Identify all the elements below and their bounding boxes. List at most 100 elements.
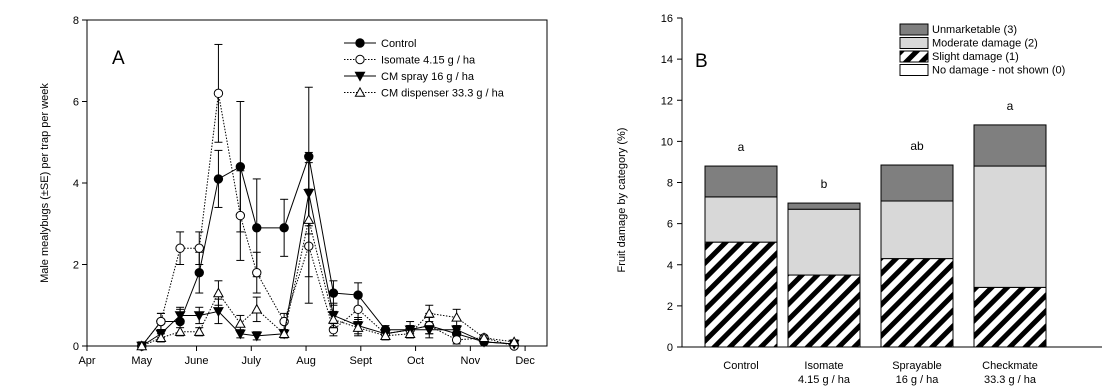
data-point (193, 311, 205, 322)
y-tick-label: 0 (667, 342, 673, 354)
x-tick-label: Oct (407, 355, 424, 367)
x-category-label: Isomate (804, 360, 843, 372)
data-point (213, 88, 224, 99)
panel-b-y-axis-label: Fruit damage by category (%) (616, 128, 628, 273)
data-point (354, 86, 366, 97)
x-category-label: 33.3 g / ha (984, 374, 1037, 386)
legend-swatch (899, 23, 929, 36)
x-tick-label: Dec (515, 355, 535, 367)
y-tick-label: 0 (73, 341, 79, 353)
data-point (213, 174, 224, 184)
x-tick-label: Apr (78, 355, 95, 367)
bar-segment (880, 200, 954, 260)
bar-segment (787, 202, 861, 210)
x-tick-label: Nov (461, 355, 481, 367)
legend-label: CM dispenser 33.3 g / ha (381, 88, 505, 100)
legend-label: Unmarketable (3) (932, 24, 1017, 36)
y-tick-label: 6 (667, 219, 673, 231)
data-point (355, 38, 365, 48)
y-tick-label: 8 (73, 15, 79, 27)
data-point (235, 210, 246, 221)
y-tick-label: 8 (667, 178, 673, 190)
x-category-label: Sprayable (892, 360, 942, 372)
bar-segment (704, 196, 778, 243)
data-point (193, 326, 205, 336)
panel-a-y-axis: 0 2 4 6 8 (73, 15, 87, 353)
y-tick-label: 4 (73, 178, 79, 190)
significance-letter: a (738, 140, 745, 154)
y-tick-label: 6 (73, 97, 79, 109)
data-point (174, 326, 186, 336)
data-point (423, 307, 435, 318)
y-tick-label: 16 (661, 13, 673, 25)
x-category-label: 4.15 g / ha (798, 374, 851, 386)
data-point (379, 330, 391, 341)
data-point (478, 332, 490, 343)
panel-b-x-axis: Control Isomate 4.15 g / ha Sprayable 16 g /… (723, 360, 1038, 386)
data-point (451, 311, 463, 322)
panel-a-legend: Control Isomate 4.15 g / ha CM spray 16 g … (344, 38, 505, 100)
panel-a-plot-frame (86, 19, 548, 347)
y-tick-label: 14 (661, 54, 673, 66)
data-point (404, 328, 416, 338)
panel-b-y-axis: 0 2 4 6 8 10 12 14 16 (661, 13, 682, 354)
data-point (328, 288, 339, 298)
y-tick-label: 2 (667, 301, 673, 313)
data-point (194, 243, 204, 253)
bar-segment (880, 258, 954, 348)
data-point (156, 316, 166, 327)
data-point (174, 311, 186, 322)
data-point (303, 214, 315, 224)
data-point (194, 267, 204, 278)
x-tick-label: Sept (349, 355, 372, 367)
significance-letter: ab (910, 139, 924, 153)
x-category-label: Control (723, 360, 758, 372)
bar-segment (973, 286, 1047, 348)
data-point (354, 71, 366, 82)
data-point (175, 243, 185, 253)
series-line (141, 93, 515, 347)
y-tick-label: 12 (661, 95, 673, 107)
panel-a-series (136, 43, 520, 352)
data-point (212, 307, 224, 318)
data-point (212, 287, 224, 298)
x-category-label: 16 g / ha (896, 374, 940, 386)
data-point (136, 340, 148, 351)
legend-label: CM spray 16 g / ha (381, 71, 475, 83)
significance-letter: b (821, 177, 828, 191)
data-point (252, 267, 262, 278)
data-point (251, 331, 263, 342)
data-point (278, 328, 290, 338)
data-point (423, 325, 435, 336)
bar-segment (787, 208, 861, 276)
data-point (352, 322, 364, 332)
data-point (234, 317, 246, 328)
x-tick-label: July (242, 355, 262, 367)
data-point (327, 313, 339, 324)
bar-segment (787, 274, 861, 348)
bar-segment (880, 164, 954, 202)
x-tick-label: Aug (296, 355, 316, 367)
legend-label: Slight damage (1) (932, 51, 1019, 63)
panel-a-y-axis-label: Male mealybugs (±SE) per trap per week (39, 83, 51, 283)
legend-label: Isomate 4.15 g / ha (381, 55, 476, 67)
legend-swatch (899, 37, 929, 49)
data-point (155, 332, 167, 343)
data-point (451, 335, 462, 345)
data-point (508, 336, 520, 347)
data-point (353, 304, 363, 315)
significance-letter: a (1007, 99, 1014, 113)
panel-b-legend: Unmarketable (3) Moderate damage (2)Sligh… (899, 23, 1065, 77)
panel-a-x-axis: Apr May June July Aug Sept Oct Nov Dec (78, 346, 535, 367)
panel-a-label: A (112, 48, 125, 69)
series-0 (137, 86, 519, 351)
data-point (235, 162, 246, 172)
series-3 (136, 162, 520, 351)
y-tick-label: 10 (661, 136, 673, 148)
x-tick-label: May (131, 355, 152, 367)
data-point (279, 223, 289, 233)
legend-label: Moderate damage (2) (932, 38, 1038, 50)
bar-segment (704, 165, 778, 198)
x-tick-label: June (185, 355, 209, 367)
legend-label: Control (381, 38, 416, 50)
